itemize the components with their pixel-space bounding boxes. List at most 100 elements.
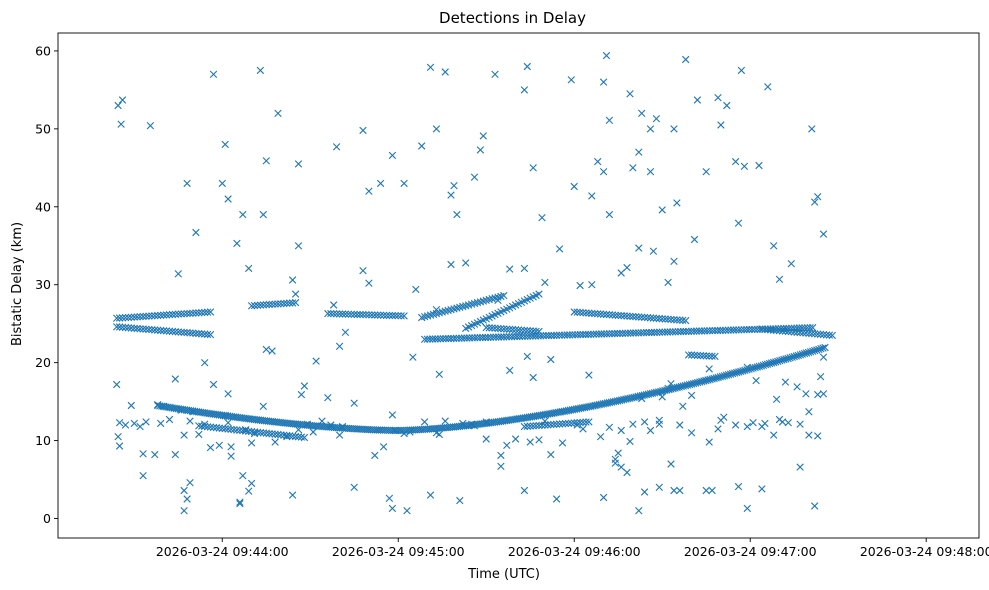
detection-marker (734, 219, 743, 227)
detection-marker (679, 402, 687, 410)
detection-marker (130, 419, 138, 428)
detection-marker (526, 332, 534, 340)
detection-marker (491, 70, 499, 78)
detection-marker (614, 311, 622, 320)
detection-marker (365, 187, 373, 195)
detection-marker (165, 327, 174, 335)
detection-marker (588, 192, 596, 200)
detection-marker (447, 191, 455, 199)
detection-marker (113, 323, 121, 331)
detection-marker (623, 468, 631, 477)
detection-marker (335, 342, 344, 350)
detection-marker (813, 346, 821, 354)
detection-marker (233, 239, 241, 248)
detection-marker (180, 431, 188, 439)
detection-marker (802, 349, 811, 357)
detection-marker (121, 313, 130, 322)
detection-marker (400, 312, 408, 320)
detection-marker (695, 327, 703, 335)
detection-marker (206, 330, 215, 339)
detection-marker (526, 422, 534, 430)
detection-marker (576, 308, 584, 317)
detection-marker (570, 419, 578, 427)
detection-marker (588, 281, 596, 289)
detection-marker (115, 323, 124, 331)
detection-marker (189, 329, 197, 337)
detection-marker (552, 495, 561, 503)
detection-marker (142, 418, 150, 426)
detection-marker (195, 422, 203, 430)
detection-marker (368, 311, 376, 319)
detection-marker (781, 378, 790, 386)
detection-marker (558, 420, 567, 428)
detection-marker (297, 390, 306, 399)
detection-marker (259, 210, 267, 219)
detection-marker (186, 309, 194, 318)
detection-marker (814, 432, 822, 440)
detection-marker (174, 328, 182, 336)
detection-marker (288, 299, 297, 307)
detection-marker (239, 210, 247, 219)
detection-marker (778, 356, 786, 364)
detection-marker (203, 308, 212, 316)
detection-marker (749, 364, 757, 372)
detection-marker (426, 335, 434, 343)
x-tick-label: 2026-03-24 09:46:00 (508, 544, 641, 559)
detection-marker (124, 313, 133, 322)
detection-marker (782, 324, 790, 333)
detection-marker (492, 333, 500, 341)
detection-marker (259, 402, 267, 410)
x-tick-label: 2026-03-24 09:47:00 (684, 544, 817, 559)
detection-marker (403, 507, 411, 515)
detection-marker (731, 157, 740, 166)
detection-marker (676, 486, 684, 495)
detection-marker (579, 425, 587, 433)
detection-marker (133, 313, 141, 321)
detection-marker (385, 494, 394, 502)
detection-marker (755, 362, 763, 371)
detection-marker (599, 78, 608, 86)
detection-marker (523, 422, 531, 430)
detection-marker (605, 423, 614, 431)
detection-marker (617, 426, 625, 435)
detection-marker (168, 310, 177, 319)
detection-marker (745, 365, 753, 373)
detection-marker (462, 259, 470, 267)
detection-marker (714, 373, 722, 382)
detection-marker (731, 369, 739, 377)
detection-marker (159, 327, 168, 335)
detection-marker (165, 311, 174, 319)
detection-marker (139, 325, 147, 333)
detection-marker (142, 312, 150, 320)
detection-marker (724, 371, 733, 379)
detection-marker (802, 390, 810, 398)
detection-marker (245, 427, 253, 435)
detection-marker (236, 500, 244, 508)
detection-marker (288, 432, 297, 440)
detection-marker (195, 430, 203, 439)
detection-marker (693, 351, 702, 360)
detection-marker (620, 312, 628, 320)
detection-marker (253, 301, 262, 309)
detection-marker (682, 316, 690, 325)
detection-marker (218, 424, 226, 433)
detection-marker (183, 309, 191, 318)
detection-marker (195, 329, 203, 338)
detection-marker (391, 311, 399, 320)
detection-marker (280, 431, 288, 439)
detection-marker (500, 325, 508, 333)
detection-marker (148, 312, 156, 320)
detection-marker (136, 313, 144, 321)
detection-marker (488, 324, 496, 332)
detection-marker (652, 115, 661, 123)
detection-marker (117, 120, 125, 128)
detection-marker (784, 419, 792, 427)
detection-marker (344, 310, 353, 318)
detection-marker (209, 380, 218, 389)
detection-marker (775, 275, 784, 283)
detection-marker (529, 373, 537, 382)
detection-marker (388, 504, 397, 513)
detection-marker (640, 488, 649, 496)
detection-marker (617, 463, 625, 471)
detection-marker (670, 316, 678, 324)
